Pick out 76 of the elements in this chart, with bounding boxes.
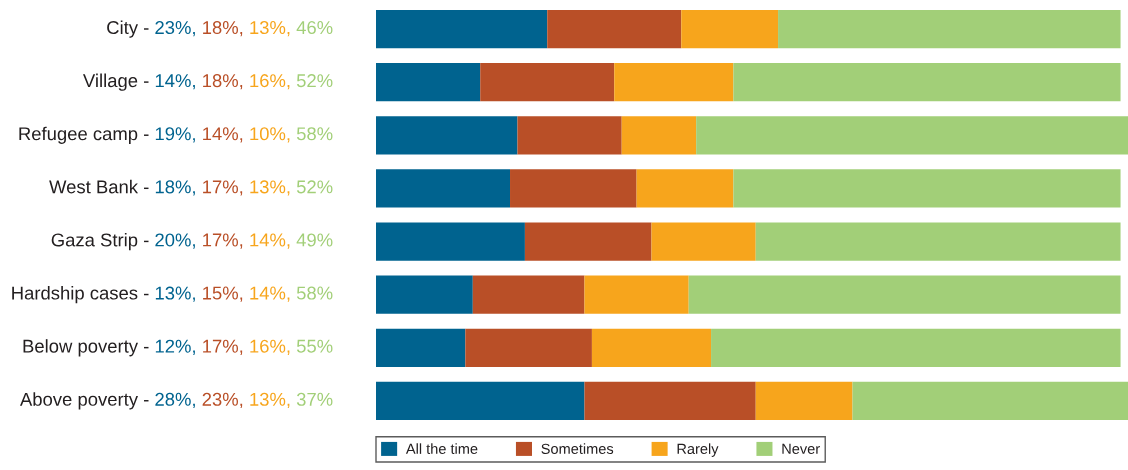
bar bbox=[376, 169, 511, 208]
data-label: 13%, bbox=[155, 286, 195, 302]
y-tick-label: Village - bbox=[82, 73, 149, 91]
data-label: 14%, bbox=[155, 74, 195, 90]
bar bbox=[547, 10, 682, 49]
y-tick-label: Gaza Strip - bbox=[51, 232, 149, 251]
data-label: 12%, bbox=[155, 339, 195, 355]
data-label: 20%, bbox=[155, 233, 195, 249]
bar bbox=[465, 328, 592, 367]
bar bbox=[376, 381, 585, 420]
bar bbox=[755, 222, 1121, 261]
bar bbox=[472, 275, 585, 314]
data-label: 17%, bbox=[203, 233, 243, 249]
data-label: 46% bbox=[296, 21, 333, 35]
legend-label: Never bbox=[782, 443, 820, 455]
bar bbox=[733, 63, 1121, 102]
data-label: 23%, bbox=[202, 392, 243, 409]
bar bbox=[376, 222, 525, 261]
data-label: 52% bbox=[296, 180, 333, 194]
bar bbox=[696, 116, 1128, 155]
data-label: 37% bbox=[296, 392, 333, 406]
data-label: 58% bbox=[296, 127, 333, 141]
data-label: 16%, bbox=[250, 74, 290, 90]
data-label: 49% bbox=[296, 233, 333, 247]
bar bbox=[733, 169, 1121, 208]
data-label: 15%, bbox=[203, 286, 243, 302]
data-label: 28%, bbox=[155, 392, 195, 409]
legend-label: All the time bbox=[405, 443, 478, 455]
y-tick-label: Hardship cases - bbox=[12, 286, 149, 304]
y-tick-label: West Bank - bbox=[49, 179, 149, 194]
bar bbox=[524, 222, 652, 261]
data-label: 18%, bbox=[155, 180, 195, 196]
data-label: 16%, bbox=[250, 339, 290, 355]
bar bbox=[651, 222, 756, 261]
bar bbox=[778, 10, 1121, 49]
data-label: 17%, bbox=[203, 339, 243, 355]
bar bbox=[584, 381, 756, 420]
bar bbox=[376, 116, 518, 155]
data-label: 17%, bbox=[203, 180, 243, 196]
bar bbox=[681, 10, 779, 49]
bar bbox=[376, 10, 548, 49]
legend-label: Rarely bbox=[677, 443, 719, 457]
bar bbox=[510, 169, 637, 208]
bar bbox=[480, 63, 615, 102]
data-label: 14%, bbox=[250, 286, 290, 302]
bar bbox=[621, 116, 697, 155]
bar bbox=[711, 328, 1121, 367]
bar bbox=[376, 275, 473, 314]
y-tick-label: Refugee camp - bbox=[19, 126, 149, 144]
data-label: 58% bbox=[296, 286, 333, 300]
bar bbox=[517, 116, 622, 155]
y-tick-label: Below poverty - bbox=[23, 339, 149, 357]
data-label: 10%, bbox=[250, 127, 290, 143]
bar bbox=[755, 381, 853, 420]
data-label: 14%, bbox=[203, 127, 243, 143]
bar bbox=[688, 275, 1121, 314]
y-tick-label: City - bbox=[107, 20, 149, 38]
data-label: 14%, bbox=[250, 233, 290, 249]
data-label: 13%, bbox=[250, 21, 290, 37]
bar bbox=[852, 381, 1128, 420]
data-label: 52% bbox=[296, 74, 333, 88]
data-label: 13%, bbox=[250, 180, 290, 196]
data-label: 18%, bbox=[203, 74, 243, 90]
bar bbox=[614, 63, 734, 102]
bar bbox=[376, 328, 466, 367]
bar bbox=[636, 169, 734, 208]
data-label: 18%, bbox=[203, 21, 243, 37]
bar bbox=[376, 63, 481, 102]
data-label: 55% bbox=[296, 339, 333, 353]
data-label: 13%, bbox=[250, 392, 290, 409]
data-label: 23%, bbox=[155, 21, 195, 37]
data-label: 19%, bbox=[155, 127, 195, 143]
legend-label: Sometimes bbox=[541, 443, 614, 455]
y-tick-label: Above poverty - bbox=[19, 392, 149, 410]
bar bbox=[591, 328, 712, 367]
bar bbox=[584, 275, 689, 314]
